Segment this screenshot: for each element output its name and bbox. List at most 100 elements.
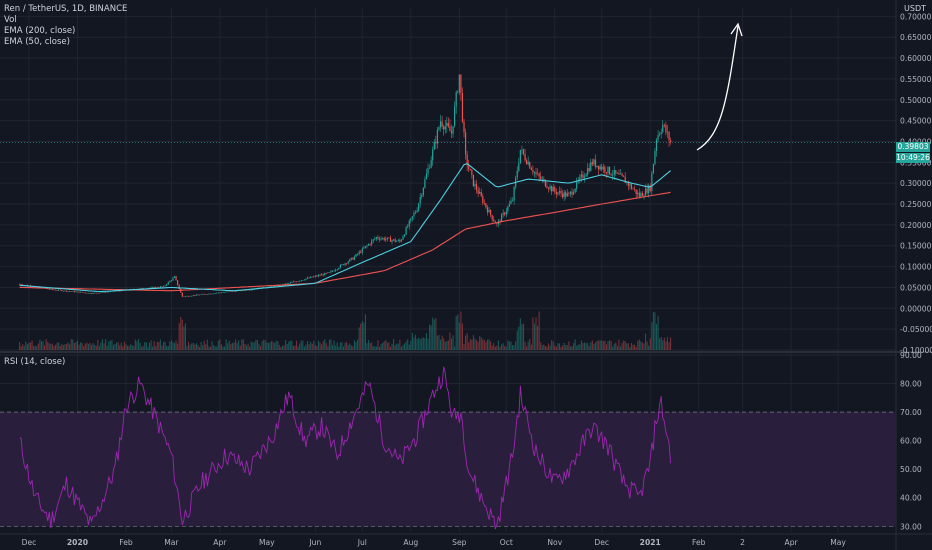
candle-body: [355, 254, 357, 257]
volume-bar: [427, 338, 429, 350]
candle-body: [612, 174, 614, 176]
volume-bar: [200, 341, 202, 350]
volume-bar: [89, 342, 91, 350]
volume-bar: [380, 344, 382, 350]
candle-body: [394, 239, 396, 242]
volume-bar: [619, 346, 622, 350]
volume-bar: [131, 345, 133, 350]
candle-body: [583, 176, 586, 179]
volume-bar: [36, 346, 38, 350]
volume-bar: [579, 344, 581, 350]
candle-body: [62, 290, 64, 292]
volume-bar: [137, 339, 140, 350]
volume-bar: [76, 340, 79, 350]
volume-bar: [502, 343, 504, 350]
volume-bar: [344, 343, 346, 350]
candle-body: [244, 290, 246, 291]
price-tick-label: 0.15000: [900, 242, 932, 251]
candle-body: [502, 212, 504, 215]
volume-bar: [214, 346, 216, 350]
candle-body: [427, 168, 429, 174]
volume-bar: [184, 323, 186, 350]
volume-bar: [386, 342, 388, 350]
volume-bar: [443, 338, 445, 350]
volume-bar: [197, 345, 199, 350]
candle-body: [425, 173, 428, 180]
candle-body: [410, 218, 412, 221]
volume-bar: [45, 339, 47, 350]
volume-bar: [353, 340, 356, 350]
symbol-line[interactable]: Ren / TetherUS, 1D, BINANCE: [4, 4, 128, 14]
rsi-legend: RSI (14, close): [4, 357, 65, 368]
volume-bar: [352, 346, 354, 350]
candle-body: [225, 291, 227, 293]
volume-bar: [286, 344, 288, 350]
candle-body: [159, 286, 162, 288]
candle-body: [460, 74, 462, 94]
rsi-band: [0, 412, 896, 527]
volume-bar: [374, 346, 376, 350]
volume-bar: [208, 346, 210, 350]
volume-bar: [136, 341, 138, 350]
candle-body: [604, 166, 606, 173]
volume-bar: [275, 340, 277, 350]
candle-body: [294, 281, 296, 283]
candle-body: [461, 93, 464, 122]
candle-body: [155, 287, 157, 288]
time-tick-label: Dec: [594, 538, 609, 547]
volume-bar: [405, 341, 407, 350]
volume-bar: [305, 344, 307, 350]
candle-body: [627, 181, 629, 186]
volume-bar: [270, 340, 273, 350]
candle-body: [233, 291, 235, 292]
candle-body: [554, 187, 556, 192]
candle-body: [649, 185, 651, 191]
volume-bar: [519, 318, 521, 350]
volume-bar: [524, 341, 526, 350]
volume-bar: [634, 344, 636, 350]
candle-body: [313, 276, 315, 278]
candle-body: [322, 274, 324, 276]
candle-body: [177, 280, 179, 286]
volume-bar: [125, 344, 127, 350]
volume-bar: [424, 338, 426, 350]
candle-body: [291, 282, 293, 283]
volume-bar: [211, 341, 213, 350]
volume-bar: [272, 341, 274, 350]
candle-body: [317, 275, 320, 277]
volume-bar: [504, 345, 506, 350]
ema200-indicator-label[interactable]: EMA (200, close): [4, 26, 76, 36]
candle-body: [213, 293, 215, 295]
time-tick-label: May: [830, 538, 846, 547]
candle-body: [150, 287, 152, 288]
volume-bar: [44, 345, 46, 350]
candle-body: [333, 270, 335, 272]
candle-body: [400, 239, 403, 242]
candle-body: [587, 168, 589, 175]
volume-bar: [303, 346, 305, 350]
candle-body: [78, 291, 80, 293]
volume-bar: [535, 317, 537, 350]
volume-bar: [42, 340, 44, 350]
volume-bar: [306, 340, 309, 350]
volume-bar: [404, 343, 406, 350]
volume-bar: [105, 339, 107, 350]
candle-body: [624, 176, 626, 183]
volume-bar: [518, 326, 520, 350]
volume-bar: [209, 346, 212, 350]
rsi-indicator-label[interactable]: RSI (14, close): [4, 357, 66, 367]
candle-body: [79, 291, 82, 293]
volume-bar: [47, 341, 49, 350]
volume-bar: [313, 340, 315, 350]
volume-bar: [222, 346, 224, 350]
candle-body: [389, 237, 392, 242]
candle-body: [192, 295, 194, 296]
candle-body: [109, 291, 111, 292]
volume-bar: [486, 339, 489, 350]
candle-body: [378, 238, 381, 240]
volume-indicator-label[interactable]: Vol: [4, 15, 17, 25]
volume-bar: [526, 346, 528, 350]
candle-body: [591, 162, 593, 165]
volume-bar: [436, 335, 438, 350]
ema50-indicator-label[interactable]: EMA (50, close): [4, 37, 70, 47]
